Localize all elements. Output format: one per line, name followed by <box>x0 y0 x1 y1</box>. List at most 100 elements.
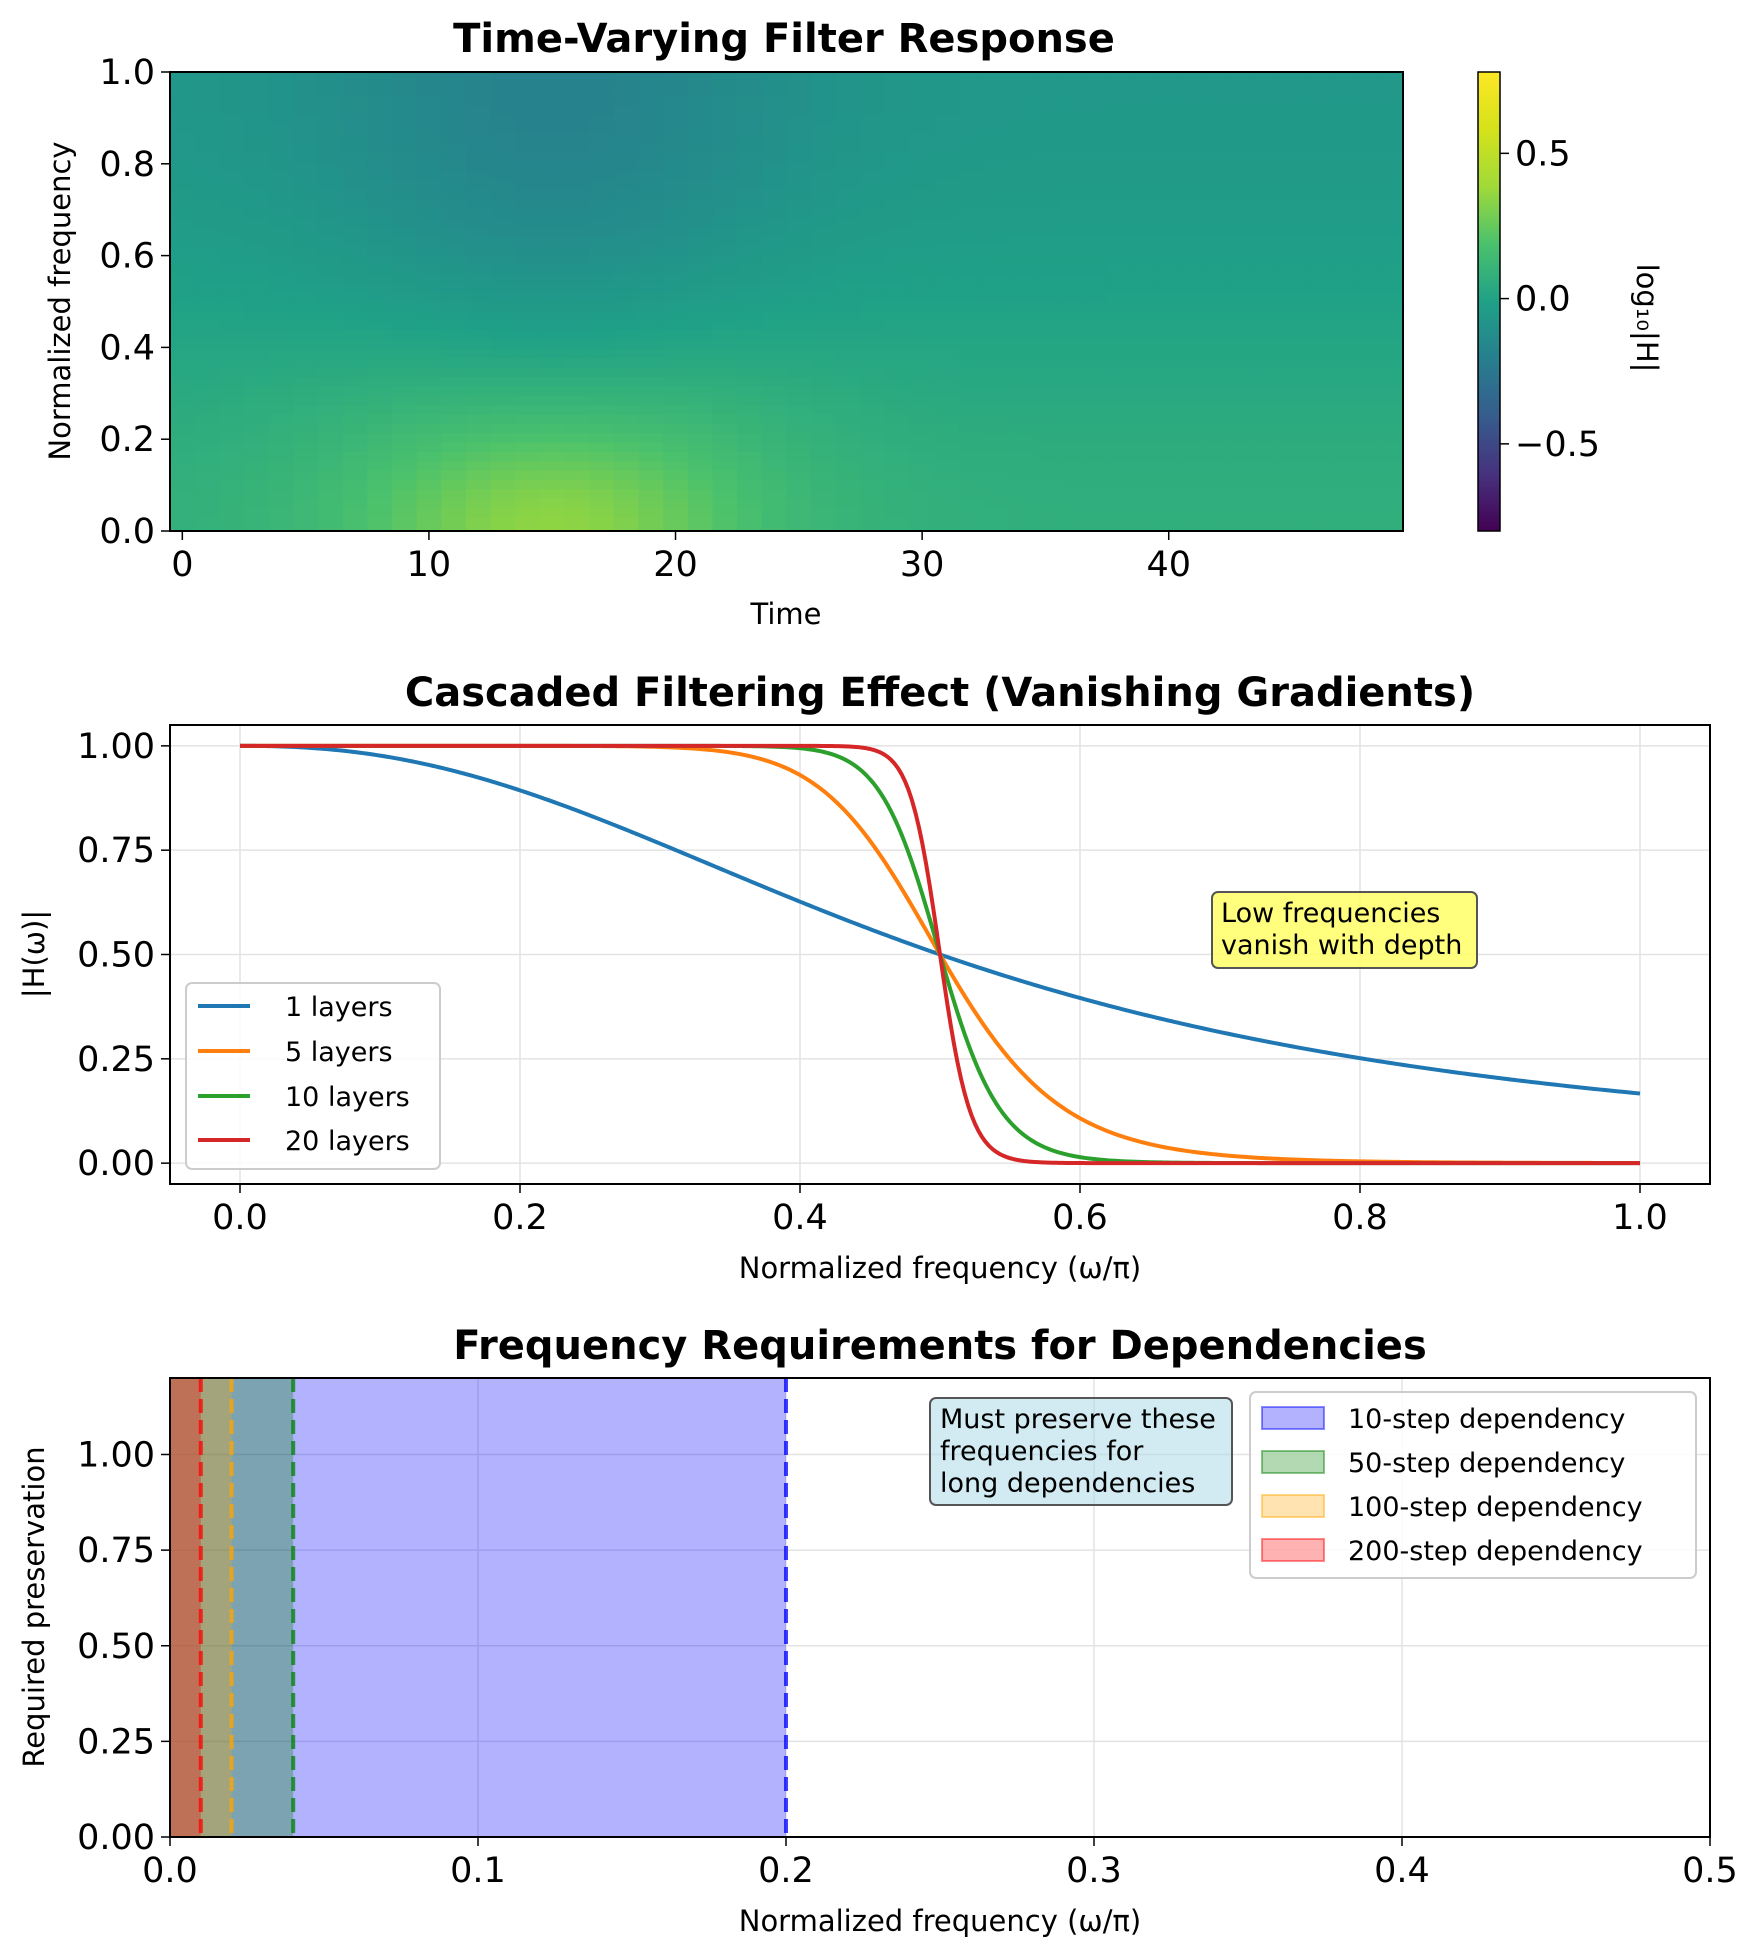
heatmap-cell <box>170 245 196 256</box>
heatmap-cell <box>835 348 862 359</box>
heatmap-cell <box>1033 151 1059 162</box>
heatmap-cell <box>219 442 245 452</box>
heatmap-cell <box>243 217 270 228</box>
heatmap-cell <box>243 357 270 368</box>
heatmap-cell <box>811 395 837 406</box>
heatmap-cell <box>1057 76 1084 87</box>
heatmap-cell <box>170 376 196 387</box>
heatmap-cell <box>687 151 714 162</box>
heatmap-cell <box>317 507 344 518</box>
heatmap-cell <box>589 142 615 153</box>
heatmap-cell <box>317 451 344 462</box>
heatmap-cell <box>465 235 492 246</box>
heatmap-cell <box>663 451 689 462</box>
requirements-annotation-box <box>929 1397 1233 1506</box>
heatmap-cell <box>219 516 245 527</box>
heatmap-cell <box>934 86 960 97</box>
heatmap-panel: Time-Varying Filter Response 0 10 20 30 40 0… <box>43 16 1664 631</box>
heatmap-cell <box>465 376 492 387</box>
heatmap-cell <box>687 86 714 97</box>
heatmap-cell <box>1353 76 1379 87</box>
heatmap-cell <box>983 432 1010 443</box>
heatmap-cell <box>1181 413 1207 424</box>
heatmap-cell <box>1156 479 1182 490</box>
heatmap-cell <box>638 423 664 434</box>
heatmap-cell <box>1107 76 1133 87</box>
heatmap-cell <box>1378 264 1404 274</box>
heatmap-cell <box>342 114 368 125</box>
heatmap-cell <box>687 395 714 406</box>
heatmap-cell <box>1279 301 1305 312</box>
heatmap-cell <box>737 432 763 443</box>
heatmap-cell <box>1329 151 1355 162</box>
heatmap-cell <box>761 132 788 143</box>
heatmap-cell <box>934 292 960 303</box>
heatmap-cell <box>1057 142 1084 153</box>
heatmap-cell <box>515 516 541 527</box>
heatmap-cell <box>786 179 812 190</box>
heatmap-cell <box>219 348 245 359</box>
heatmap-cell <box>1205 160 1231 171</box>
heatmap-cell <box>983 498 1010 509</box>
heatmap-cell <box>416 348 442 359</box>
heatmap-cell <box>219 310 245 321</box>
heatmap-cell <box>1304 179 1330 190</box>
heatmap-cell <box>1378 320 1404 331</box>
heatmap-cell <box>515 189 541 200</box>
heatmap-cell <box>589 376 615 387</box>
heatmap-cell <box>317 207 344 218</box>
heatmap-cell <box>1156 507 1182 518</box>
heatmap-cell <box>1378 301 1404 312</box>
heatmap-cell <box>885 95 911 106</box>
heatmap-cell <box>490 207 516 218</box>
heatmap-cell <box>786 254 812 265</box>
heatmap-cell <box>194 348 220 359</box>
heatmap-cell <box>1156 217 1182 228</box>
colorbar-tick-label: 0.0 <box>1515 280 1571 320</box>
heatmap-cell <box>1082 86 1108 97</box>
heatmap-cell <box>1156 198 1182 209</box>
heatmap-cell <box>1304 254 1330 265</box>
heatmap-cell <box>737 320 763 331</box>
heatmap-cell <box>1107 217 1133 228</box>
heatmap-cell <box>589 292 615 303</box>
heatmap-cell <box>1329 460 1355 471</box>
heatmap-cell <box>367 376 393 387</box>
heatmap-cell <box>1230 170 1256 181</box>
heatmap-cell <box>1378 245 1404 256</box>
heatmap-cell <box>909 488 936 499</box>
heatmap-cell <box>761 310 788 321</box>
heatmap-cell <box>564 76 590 87</box>
heatmap-cell <box>317 432 344 443</box>
heatmap-cell <box>909 189 936 200</box>
heatmap-cell <box>293 292 319 303</box>
heatmap-cell <box>761 442 788 452</box>
heatmap-cell <box>761 507 788 518</box>
heatmap-cell <box>1033 292 1059 303</box>
heatmap-cell <box>219 376 245 387</box>
heatmap-cell <box>367 264 393 274</box>
heatmap-cell <box>860 329 886 340</box>
heatmap-x-ticks: 0 10 20 30 40 <box>171 531 1191 585</box>
heatmap-cell <box>268 235 294 246</box>
heatmap-cell <box>885 170 911 181</box>
heatmap-cell <box>909 413 936 424</box>
heatmap-cell <box>1329 385 1355 396</box>
heatmap-cell <box>342 451 368 462</box>
heatmap-cell <box>687 282 714 293</box>
heatmap-cell <box>613 338 640 349</box>
heatmap-cell <box>761 526 788 532</box>
heatmap-cell <box>885 226 911 237</box>
heatmap-cell <box>243 245 270 256</box>
heatmap-cell <box>909 432 936 443</box>
heatmap-cell <box>219 86 245 97</box>
heatmap-cell <box>367 470 393 481</box>
heatmap-cell <box>1353 217 1379 228</box>
heatmap-cell <box>317 114 344 125</box>
heatmap-cell <box>1082 507 1108 518</box>
heatmap-cell <box>539 292 566 303</box>
legend-label-100-step: 100-step dependency <box>1348 1492 1643 1523</box>
heatmap-cell <box>983 479 1010 490</box>
heatmap-cell <box>1353 123 1379 134</box>
cascade-panel: Cascaded Filtering Effect (Vanishing Gra… <box>17 670 1711 1285</box>
